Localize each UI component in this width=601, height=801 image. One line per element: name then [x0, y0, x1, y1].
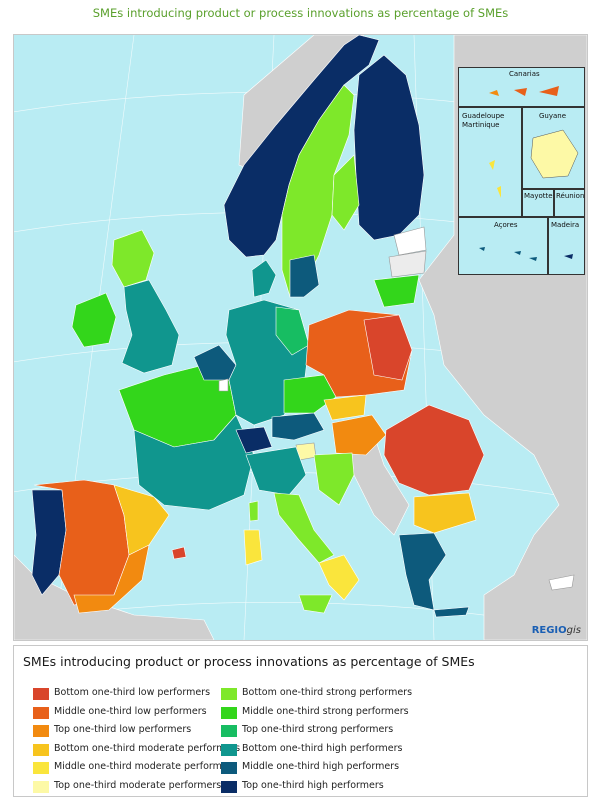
region-uk-scotland[interactable]	[111, 229, 155, 288]
region-lithuania[interactable]	[373, 274, 420, 308]
inset-guadeloupe-martinique[interactable]: Guadeloupe Martinique	[458, 107, 522, 217]
inset-canarias[interactable]: Canarias	[458, 67, 585, 107]
guyane-shapes	[530, 129, 579, 179]
legend-label: Top one-third low performers	[54, 724, 192, 735]
region-italy-south[interactable]	[318, 554, 360, 601]
region-bulgaria[interactable]	[413, 492, 477, 534]
region-hungary[interactable]	[331, 414, 387, 456]
legend-swatch	[33, 743, 49, 756]
legend-label: Top one-third moderate performers	[54, 779, 222, 791]
region-slovakia[interactable]	[323, 394, 367, 421]
legend-label: Middle one-third low performers	[54, 705, 207, 717]
madeira-shapes	[564, 254, 573, 259]
legend-label: Top one-third strong performers	[242, 724, 394, 735]
legend-label: Bottom one-third strong performers	[242, 687, 413, 698]
legend-swatch	[221, 706, 237, 719]
legend-swatch	[221, 743, 237, 756]
region-switzerland[interactable]	[235, 426, 273, 454]
legend-swatch	[221, 762, 237, 774]
region-uk-england[interactable]	[121, 279, 180, 374]
map-legend: SMEs introducing product or process inno…	[13, 645, 588, 797]
region-ireland[interactable]	[71, 292, 117, 348]
guadeloupe-shapes	[489, 160, 501, 198]
region-austria[interactable]	[271, 412, 325, 441]
legend-swatch	[33, 725, 49, 737]
region-italy-north[interactable]	[245, 446, 307, 496]
inset-label-guyane: Guyane	[539, 112, 567, 120]
region-crete[interactable]	[433, 606, 470, 618]
legend-label: Middle one-third high performers	[242, 761, 400, 772]
inset-guyane[interactable]: Guyane	[522, 107, 585, 189]
region-spain-south[interactable]	[73, 544, 150, 614]
legend-label: Middle one-third strong performers	[242, 705, 409, 717]
inset-label-mayotte: Mayotte	[524, 192, 553, 200]
region-luxembourg[interactable]	[218, 378, 229, 392]
map-title: SMEs introducing product or process inno…	[92, 6, 509, 20]
legend-swatch	[221, 780, 237, 793]
inset-label-canarias: Canarias	[509, 70, 540, 78]
legend-title: SMEs introducing product or process inno…	[23, 654, 475, 669]
region-denmark[interactable]	[251, 259, 277, 298]
legend-swatch	[33, 688, 49, 700]
inset-acores[interactable]: Açores	[458, 217, 548, 275]
region-finland-west[interactable]	[331, 154, 360, 231]
europe-choropleth-map[interactable]: Canarias Guadeloupe Martinique Guyane Ma…	[13, 34, 588, 641]
legend-label: Bottom one-third moderate performers	[54, 742, 241, 754]
acores-shapes	[479, 247, 537, 261]
legend-swatch	[33, 762, 49, 774]
map-canvas	[14, 35, 587, 640]
region-poland-east[interactable]	[363, 314, 413, 381]
legend-label: Bottom one-third high performers	[242, 742, 403, 754]
region-italy-centre[interactable]	[273, 492, 335, 564]
region-sardinia[interactable]	[243, 529, 263, 566]
region-estonia[interactable]	[393, 226, 427, 256]
region-latvia[interactable]	[388, 250, 427, 278]
inset-label-martinique: Martinique	[462, 121, 500, 129]
region-romania[interactable]	[383, 404, 485, 496]
region-croatia[interactable]	[313, 452, 355, 506]
inset-label-guadeloupe: Guadeloupe	[462, 112, 505, 120]
legend-swatch	[221, 725, 237, 737]
region-france-south[interactable]	[133, 414, 255, 511]
region-corsica[interactable]	[248, 500, 259, 522]
canarias-shapes	[489, 86, 559, 96]
region-greece[interactable]	[398, 532, 447, 611]
region-sicily[interactable]	[298, 594, 333, 614]
legend-swatch	[33, 706, 49, 719]
inset-label-reunion: Réunion	[556, 192, 585, 200]
legend-swatch	[221, 688, 237, 700]
regiogis-logo: REGIOgis	[531, 625, 581, 636]
inset-label-acores: Açores	[494, 221, 518, 229]
inset-reunion[interactable]: Réunion	[554, 189, 585, 217]
region-finland[interactable]	[353, 54, 425, 241]
legend-label: Top one-third high performers	[242, 779, 384, 791]
legend-swatch	[33, 780, 49, 793]
region-cyprus[interactable]	[548, 574, 575, 591]
inset-mayotte[interactable]: Mayotte	[522, 189, 554, 217]
legend-label: Bottom one-third low performers	[54, 687, 211, 698]
inset-madeira[interactable]: Madeira	[548, 217, 585, 275]
region-sweden-south[interactable]	[289, 254, 320, 298]
region-germany-east[interactable]	[275, 306, 310, 356]
inset-label-madeira: Madeira	[551, 221, 580, 229]
region-balearics[interactable]	[171, 546, 187, 560]
region-czechia[interactable]	[283, 374, 337, 414]
legend-label: Middle one-third moderate performers	[54, 761, 237, 772]
